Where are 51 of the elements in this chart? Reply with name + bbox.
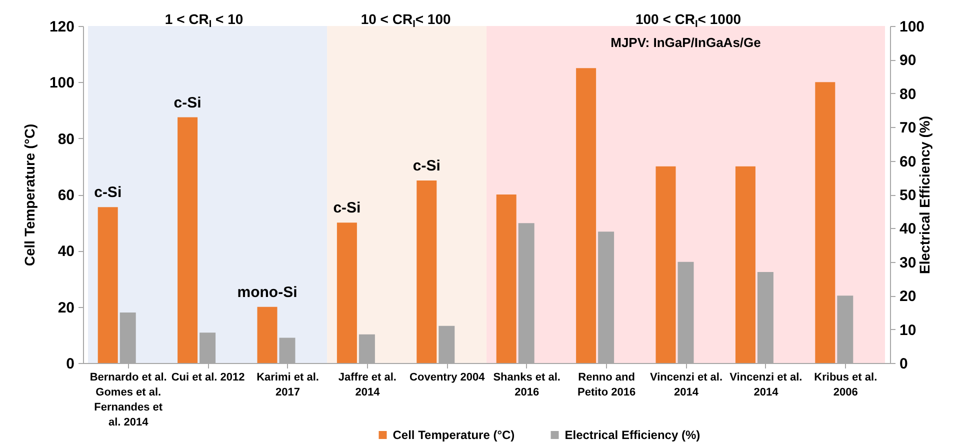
bar bbox=[416, 180, 437, 363]
x-tick-label: Bernardo et al. Gomes et al. Fernandes et al. 2014 bbox=[90, 372, 167, 428]
band-label: 1 < CR$_{I}$ < 10 bbox=[164, 11, 244, 30]
bar bbox=[656, 166, 676, 363]
bar bbox=[496, 194, 516, 363]
annotation: MJPV: InGaP/InGaAs/Ge bbox=[610, 35, 761, 50]
y-tick-label: 80 bbox=[58, 130, 74, 148]
y2-tick-label: 60 bbox=[900, 153, 916, 170]
bar bbox=[98, 207, 118, 363]
x-tick-label: Vincenzi et al. 2014 bbox=[730, 372, 802, 398]
bar bbox=[257, 306, 278, 363]
band-label: 100 < CR$_{I}$< 1000 bbox=[635, 11, 742, 30]
data-label: c-Si bbox=[94, 184, 122, 202]
bar bbox=[178, 117, 198, 363]
bar bbox=[815, 82, 836, 363]
legend-label: Electrical Efficiency (%) bbox=[564, 428, 700, 442]
bar bbox=[576, 68, 596, 363]
data-label: c-Si bbox=[174, 94, 202, 112]
band-label: 10 < CR$_{I}$< 100 bbox=[360, 11, 451, 30]
x-tick-label: Shanks et al. 2016 bbox=[493, 372, 560, 398]
x-tick-label: Jaffre et al. 2014 bbox=[338, 372, 396, 398]
y-axis-title: Cell Temperature (°C) bbox=[21, 124, 38, 266]
y2-axis-title: Electrical Efficiency (%) bbox=[916, 116, 933, 274]
bar bbox=[336, 222, 357, 363]
y2-tick-label: 30 bbox=[900, 254, 916, 272]
y2-tick-label: 70 bbox=[900, 120, 916, 137]
x-tick-label: Renno and Petito 2016 bbox=[578, 372, 636, 398]
x-tick-label: Vincenzi et al. 2014 bbox=[650, 372, 723, 398]
bar bbox=[735, 166, 756, 363]
data-label: mono-Si bbox=[237, 284, 298, 301]
y-tick-label: 20 bbox=[58, 299, 74, 316]
y-tick-label: 120 bbox=[49, 18, 74, 36]
y-tick-label: 0 bbox=[66, 356, 74, 372]
y2-tick-label: 10 bbox=[900, 322, 916, 339]
y-tick-label: 100 bbox=[49, 74, 74, 92]
y-tick-label: 60 bbox=[58, 187, 74, 204]
y2-tick-label: 50 bbox=[900, 187, 916, 204]
x-tick-label: Cui et al. 2012 bbox=[171, 372, 245, 384]
y-tick-label: 40 bbox=[58, 243, 74, 260]
data-label: c-Si bbox=[333, 200, 361, 217]
y2-tick-label: 0 bbox=[900, 356, 908, 372]
legend-label: Cell Temperature (°C) bbox=[392, 428, 515, 442]
y2-tick-label: 80 bbox=[900, 86, 916, 103]
y2-tick-label: 100 bbox=[900, 18, 925, 36]
y2-tick-label: 90 bbox=[900, 52, 916, 70]
y2-tick-label: 40 bbox=[900, 220, 916, 238]
x-tick-label: Kribus et al. 2006 bbox=[814, 372, 878, 398]
data-label: c-Si bbox=[412, 157, 440, 174]
x-tick-label: Coventry 2004 bbox=[410, 372, 486, 384]
y2-tick-label: 20 bbox=[900, 288, 916, 306]
x-tick-label: Karimi et al. 2017 bbox=[256, 372, 319, 398]
